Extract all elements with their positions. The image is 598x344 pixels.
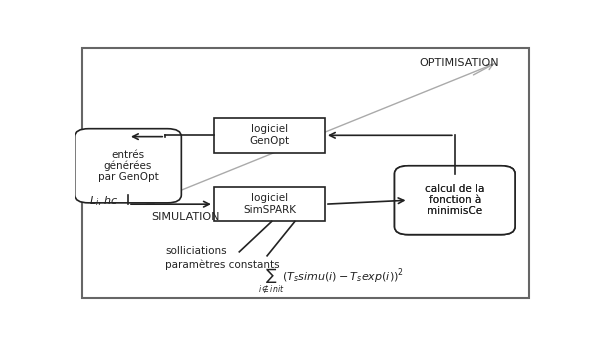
Text: SimSPARK: SimSPARK — [243, 205, 296, 215]
FancyBboxPatch shape — [395, 166, 515, 235]
Text: OPTIMISATION: OPTIMISATION — [419, 58, 499, 68]
Text: solliciations: solliciations — [165, 246, 227, 256]
Text: calcul de la: calcul de la — [425, 184, 484, 194]
Text: logiciel: logiciel — [251, 125, 288, 135]
Text: par GenOpt: par GenOpt — [97, 172, 158, 182]
Text: fonction à: fonction à — [429, 195, 481, 205]
Text: paramètres constants: paramètres constants — [165, 260, 280, 270]
FancyBboxPatch shape — [395, 166, 515, 235]
Text: minimisCe: minimisCe — [427, 206, 483, 216]
Text: minimisCe: minimisCe — [427, 206, 483, 216]
FancyBboxPatch shape — [75, 129, 181, 203]
FancyBboxPatch shape — [82, 48, 529, 298]
Text: fonction à: fonction à — [429, 195, 481, 205]
Text: GenOpt: GenOpt — [249, 136, 289, 146]
Text: logiciel: logiciel — [251, 193, 288, 203]
Text: entrés: entrés — [111, 150, 145, 160]
Text: SIMULATION: SIMULATION — [151, 212, 219, 222]
FancyBboxPatch shape — [214, 118, 325, 152]
Text: $L_i, hc$: $L_i, hc$ — [89, 195, 118, 208]
FancyBboxPatch shape — [214, 187, 325, 222]
Text: générées: générées — [104, 161, 152, 171]
Text: $\sum_{i\notin init}(T_s simu(i) - T_s exp(i))^2$: $\sum_{i\notin init}(T_s simu(i) - T_s e… — [258, 267, 404, 295]
Text: calcul de la: calcul de la — [425, 184, 484, 194]
